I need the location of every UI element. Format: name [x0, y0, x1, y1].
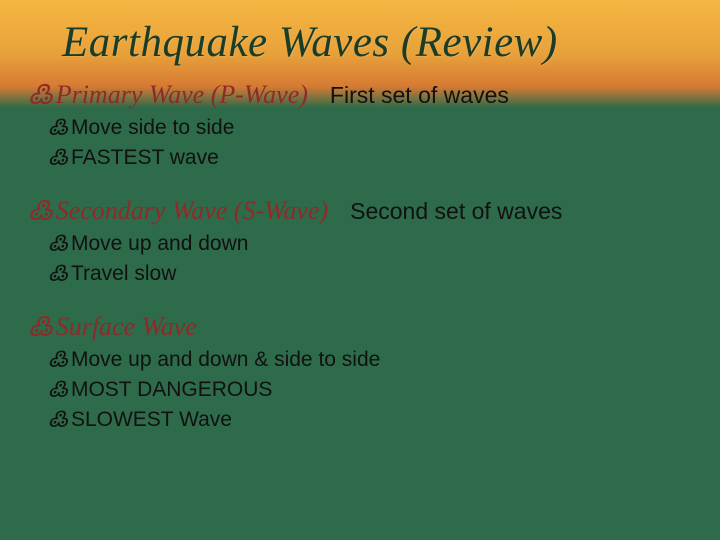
list-item: ߷ Travel slow	[48, 259, 700, 287]
bullet-icon: ߷	[28, 75, 53, 111]
bullet-icon: ߷	[48, 113, 68, 141]
list-item: ߷ FASTEST wave	[48, 143, 700, 171]
heading-text: Secondary Wave (S-Wave)	[56, 196, 328, 226]
bullet-icon: ߷	[48, 405, 68, 433]
slide: Earthquake Waves (Review) ߷ Primary Wave…	[0, 0, 720, 540]
section-heading: ߷ Primary Wave (P-Wave) First set of wav…	[28, 75, 700, 111]
list-item: ߷ MOST DANGEROUS	[48, 375, 700, 403]
bullet-icon: ߷	[48, 345, 68, 373]
slide-content: ߷ Primary Wave (P-Wave) First set of wav…	[20, 75, 700, 435]
bullet-icon: ߷	[48, 143, 68, 171]
item-text: Move up and down	[71, 232, 248, 256]
item-text: FASTEST wave	[71, 146, 219, 170]
heading-text: Surface Wave	[56, 312, 197, 342]
heading-annotation: Second set of waves	[350, 198, 562, 225]
bullet-icon: ߷	[48, 229, 68, 257]
bullet-icon: ߷	[28, 191, 53, 227]
bullet-icon: ߷	[28, 307, 53, 343]
list-item: ߷ Move side to side	[48, 113, 700, 141]
section-heading: ߷ Secondary Wave (S-Wave) Second set of …	[28, 191, 700, 227]
spacer	[20, 173, 700, 191]
heading-text: Primary Wave (P-Wave)	[56, 80, 308, 110]
heading-annotation: First set of waves	[330, 82, 509, 109]
spacer	[20, 289, 700, 307]
item-text: Move up and down & side to side	[71, 348, 380, 372]
slide-title: Earthquake Waves (Review)	[62, 18, 558, 67]
bullet-icon: ߷	[48, 375, 68, 403]
bullet-icon: ߷	[48, 259, 68, 287]
list-item: ߷ Move up and down	[48, 229, 700, 257]
list-item: ߷ SLOWEST Wave	[48, 405, 700, 433]
item-text: MOST DANGEROUS	[71, 378, 272, 402]
item-text: Move side to side	[71, 116, 234, 140]
item-text: Travel slow	[71, 262, 176, 286]
section-heading: ߷ Surface Wave	[28, 307, 700, 343]
list-item: ߷ Move up and down & side to side	[48, 345, 700, 373]
item-text: SLOWEST Wave	[71, 408, 232, 432]
